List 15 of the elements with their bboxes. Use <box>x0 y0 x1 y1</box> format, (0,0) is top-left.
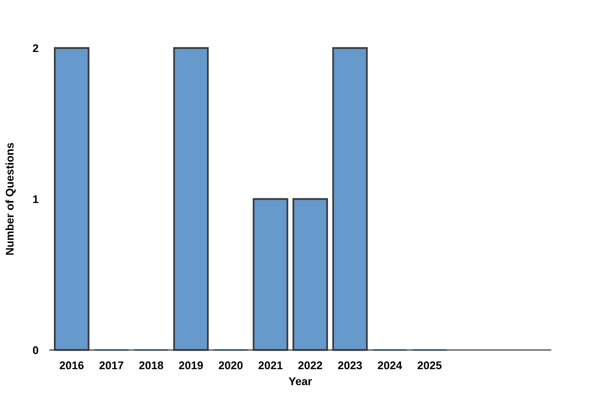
y-axis-title: Number of Questions <box>5 142 16 255</box>
x-tick-label: 2024 <box>378 361 402 370</box>
x-tick-label: 2016 <box>60 361 84 370</box>
x-tick-label: 2023 <box>338 361 362 370</box>
y-tick-label: 0 <box>32 346 38 354</box>
x-tick-label: 2018 <box>139 361 164 370</box>
x-tick-label: 2017 <box>99 361 124 370</box>
y-tick-label: 2 <box>32 44 38 52</box>
x-axis-title: Year <box>288 377 312 386</box>
x-tick-label: 2025 <box>418 361 442 370</box>
x-tick-label: 2019 <box>178 361 203 370</box>
y-tick-label: 1 <box>33 195 38 204</box>
x-tick-label: 2022 <box>298 361 322 370</box>
x-tick-label: 2020 <box>218 361 243 370</box>
x-tick-label: 2021 <box>258 361 283 370</box>
